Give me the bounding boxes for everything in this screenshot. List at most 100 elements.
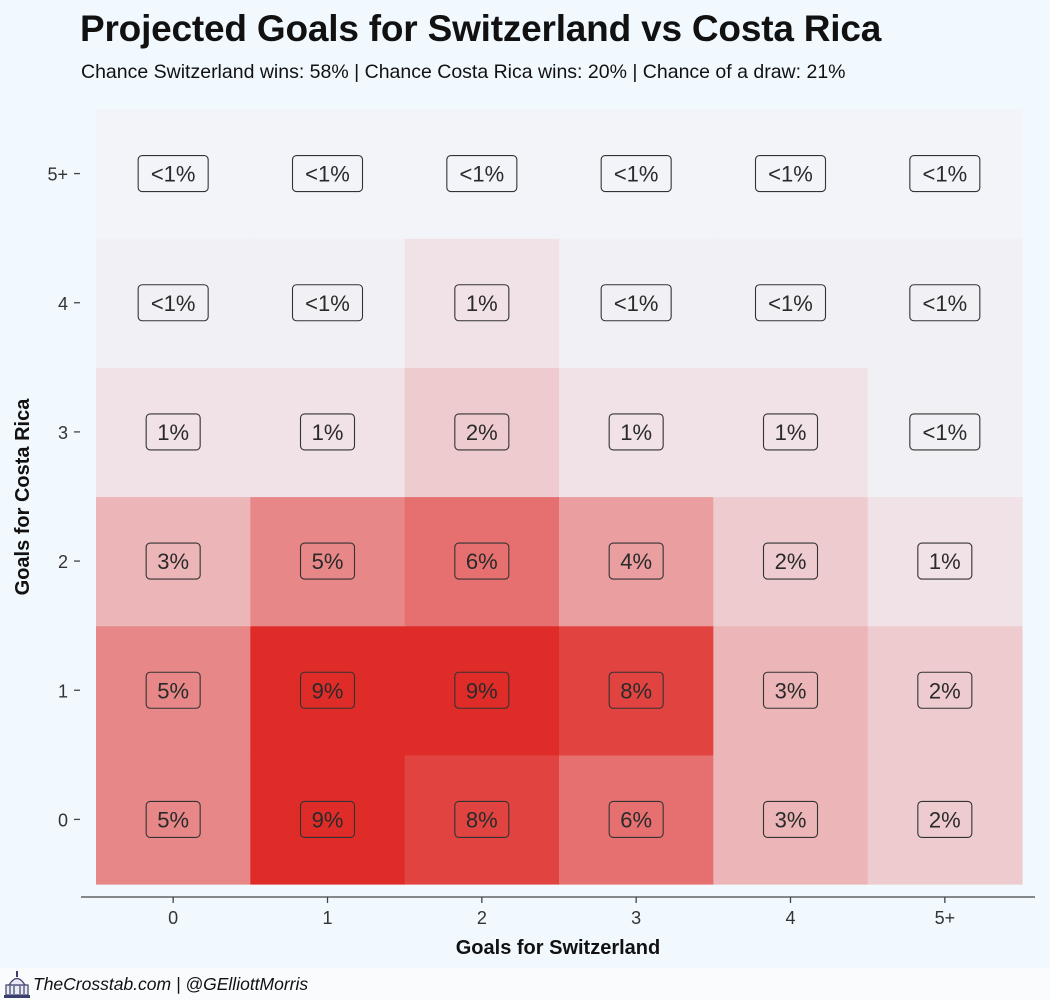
- cell-label: 8%: [608, 671, 664, 709]
- cell-label-box: [909, 155, 981, 193]
- cell-label-text: 2%: [775, 549, 807, 574]
- cell-labels: 5% 9% 8% 6% 3% 2% 5% 9% 9% 8% 3% 2% 3% 5% 6% 4% 2% 1% 1% 1%…: [137, 155, 981, 838]
- cell-label-text: 8%: [466, 807, 498, 832]
- heatmap-cell: [867, 625, 1023, 756]
- cell-label-text: 1%: [157, 420, 189, 445]
- y-axis-title: Goals for Costa Rica: [12, 398, 34, 596]
- heatmap-cell: [404, 367, 560, 498]
- heatmap-cell: [96, 238, 251, 368]
- heatmap-cell: [713, 109, 869, 239]
- cell-label-box: [145, 671, 201, 709]
- cell-label-text: <1%: [923, 420, 968, 445]
- cell-label-text: <1%: [460, 162, 505, 187]
- heatmap-cell: [250, 367, 406, 498]
- cell-label-box: [909, 413, 981, 451]
- heatmap-cell: [404, 109, 560, 239]
- cell-label: 3%: [145, 542, 201, 580]
- y-tick-label: 2: [58, 552, 68, 572]
- cell-label: 8%: [454, 800, 510, 838]
- cell-label: 3%: [762, 800, 819, 838]
- heatmap-cell: [559, 238, 714, 368]
- cell-label-box: [754, 155, 827, 193]
- chart-title: Projected Goals for Switzerland vs Costa…: [80, 8, 882, 49]
- cell-label-text: 2%: [466, 420, 498, 445]
- heatmap-cell: [96, 109, 251, 239]
- cell-label-text: <1%: [305, 291, 350, 316]
- heatmap-cell: [713, 754, 869, 885]
- heatmap-cell: [250, 109, 406, 239]
- cell-label-box: [608, 671, 664, 709]
- x-tick-label: 0: [168, 908, 178, 928]
- cell-label-box: [299, 800, 356, 838]
- cell-label-text: <1%: [923, 162, 968, 187]
- cell-label: 5%: [299, 542, 356, 580]
- cell-label-text: 8%: [620, 678, 652, 703]
- cell-label: 6%: [608, 800, 664, 838]
- footer: TheCrosstab.com | @GElliottMorris: [0, 968, 1050, 1000]
- cell-label-box: [762, 542, 819, 580]
- cell-label-box: [600, 155, 672, 193]
- cell-label-text: 5%: [157, 678, 189, 703]
- cell-label-box: [909, 284, 981, 322]
- cell-label: <1%: [754, 155, 827, 193]
- cell-label-text: 1%: [620, 420, 652, 445]
- x-tick-label: 1: [322, 908, 332, 928]
- cell-label: 1%: [145, 413, 201, 451]
- capitol-dome-icon: [4, 971, 30, 998]
- cell-label-text: 9%: [466, 678, 498, 703]
- cell-label: <1%: [909, 284, 981, 322]
- cell-label: 9%: [299, 800, 356, 838]
- cell-label: <1%: [291, 155, 364, 193]
- cell-label-box: [762, 671, 819, 709]
- cell-label: <1%: [909, 155, 981, 193]
- heatmap-cell: [250, 754, 406, 885]
- cell-label-text: 1%: [929, 549, 961, 574]
- cell-label-text: 6%: [466, 549, 498, 574]
- cell-label-text: <1%: [768, 162, 813, 187]
- x-tick-label: 3: [631, 908, 641, 928]
- cell-label: 2%: [917, 671, 973, 709]
- cell-label-text: 2%: [929, 807, 961, 832]
- cell-label-box: [754, 284, 827, 322]
- cell-label-text: 4%: [620, 549, 652, 574]
- heatmap-cell: [559, 109, 714, 239]
- cell-label-text: 1%: [466, 291, 498, 316]
- x-tick-label: 4: [785, 908, 795, 928]
- cell-label-box: [137, 284, 209, 322]
- cell-label: 1%: [762, 413, 819, 451]
- heatmap-cell: [559, 496, 714, 627]
- cell-label-text: <1%: [614, 162, 659, 187]
- heatmap-cells: [96, 109, 1023, 885]
- cell-label: 5%: [145, 800, 201, 838]
- heatmap-cell: [404, 754, 560, 885]
- heatmap-cell: [559, 625, 714, 756]
- heatmap-cell: [404, 496, 560, 627]
- cell-label-box: [137, 155, 209, 193]
- heatmap-cell: [96, 754, 251, 885]
- cell-label-text: 6%: [620, 807, 652, 832]
- y-tick-label: 1: [58, 681, 68, 701]
- cell-label-box: [291, 284, 364, 322]
- cell-label-box: [299, 542, 356, 580]
- cell-label: 2%: [454, 413, 510, 451]
- cell-label: <1%: [137, 155, 209, 193]
- cell-label-box: [608, 413, 664, 451]
- cell-label-text: 1%: [775, 420, 807, 445]
- y-tick-label: 5+: [47, 165, 68, 185]
- cell-label-text: <1%: [614, 291, 659, 316]
- cell-label-box: [454, 542, 510, 580]
- heatmap-cell: [250, 625, 406, 756]
- cell-label: <1%: [291, 284, 364, 322]
- y-tick-label: 0: [58, 810, 68, 830]
- cell-label-box: [446, 155, 518, 193]
- cell-label: 1%: [299, 413, 356, 451]
- heatmap-cell: [96, 496, 251, 627]
- cell-label-box: [299, 413, 356, 451]
- cell-label-text: 9%: [312, 807, 344, 832]
- cell-label-text: <1%: [151, 291, 196, 316]
- cell-label: 4%: [608, 542, 664, 580]
- x-axis-title: Goals for Switzerland: [456, 937, 660, 959]
- heatmap-cell: [867, 238, 1023, 368]
- cell-label-box: [145, 542, 201, 580]
- cell-label: 9%: [454, 671, 510, 709]
